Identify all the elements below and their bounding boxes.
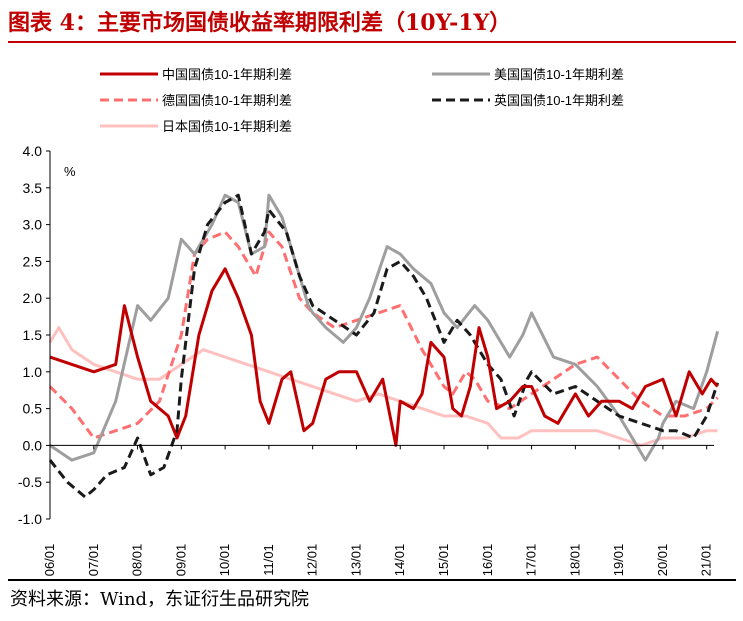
- x-tick-label: 15/01: [436, 544, 451, 577]
- series-line-0: [49, 267, 719, 447]
- y-tick-label: 2.0: [23, 290, 43, 306]
- y-tick-label: 1.0: [23, 364, 43, 380]
- x-tick-label: 09/01: [173, 544, 188, 577]
- series-line-4: [48, 326, 718, 447]
- legend-label-4: 日本国债10-1年期利差: [162, 119, 292, 134]
- y-tick-label: -0.5: [18, 474, 42, 490]
- source-note: 资料来源：Wind，东证衍生品研究院: [10, 589, 310, 610]
- x-tick-label: 06/01: [42, 544, 57, 577]
- series-layer: [48, 193, 720, 499]
- legend-label-3: 英国国债10-1年期利差: [494, 93, 624, 108]
- legend-label-2: 德国国债10-1年期利差: [162, 93, 292, 108]
- title-rule: [8, 41, 736, 43]
- y-tick-label: 3.0: [23, 217, 43, 233]
- legend-label-1: 美国国债10-1年期利差: [494, 67, 624, 82]
- x-tick-label: 13/01: [348, 544, 363, 577]
- y-tick-label: -1.0: [18, 511, 42, 527]
- y-tick-label: 0.0: [23, 437, 43, 453]
- series-line-3: [48, 193, 720, 499]
- y-tick-label: 1.5: [23, 327, 43, 343]
- x-tick-label: 07/01: [86, 544, 101, 577]
- x-tick-label: 12/01: [305, 544, 320, 577]
- series-line-2: [48, 230, 719, 440]
- y-tick-label: 2.5: [23, 253, 43, 269]
- x-tick-label: 10/01: [217, 544, 232, 577]
- x-tick-label: 11/01: [261, 544, 276, 576]
- y-tick-label: 3.5: [23, 180, 43, 196]
- figure-title: 图表 4：主要市场国债收益率期限利差（10Y-1Y）: [8, 10, 512, 36]
- x-tick-label: 16/01: [480, 544, 495, 577]
- y-tick-label: 4.0: [23, 143, 43, 159]
- x-tick-label: 20/01: [655, 544, 670, 577]
- x-tick-label: 08/01: [130, 544, 145, 577]
- y-tick-label: 0.5: [23, 401, 43, 417]
- series-line-1: [49, 193, 720, 462]
- x-tick-label: 21/01: [699, 544, 714, 577]
- x-tick-label: 18/01: [567, 544, 582, 577]
- x-tick-label: 19/01: [611, 544, 626, 577]
- bottom-rule: [8, 579, 736, 581]
- x-tick-label: 17/01: [524, 544, 539, 577]
- legend-label-0: 中国国债10-1年期利差: [162, 67, 292, 82]
- x-tick-label: 14/01: [392, 544, 407, 577]
- axes: 4.0 3.5 3.0 2.5 2.0 1.5 1.0 0.5 0.0 -0.5 -1.0 06/01…: [18, 143, 714, 576]
- y-unit-label: %: [64, 164, 76, 179]
